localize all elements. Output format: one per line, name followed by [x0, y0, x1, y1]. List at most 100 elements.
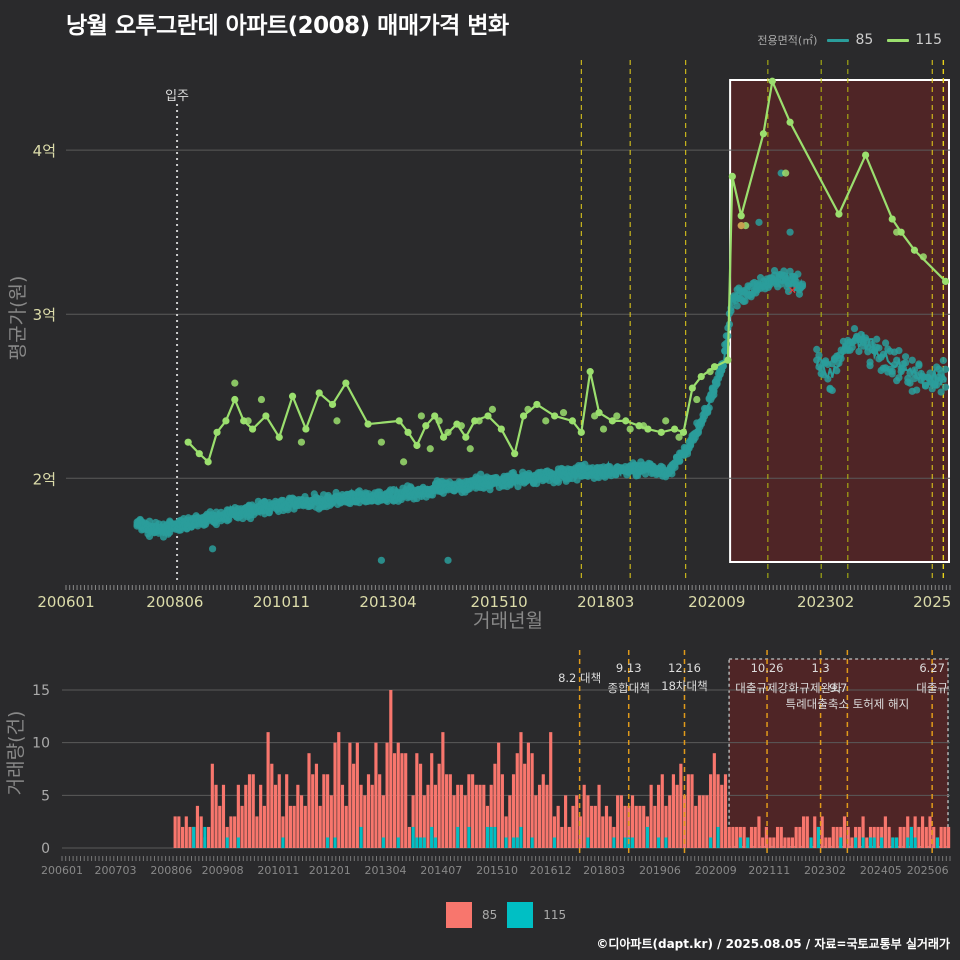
- bar-85: [307, 753, 311, 848]
- bar-85: [712, 753, 716, 848]
- bar-85: [679, 763, 683, 848]
- bar-85: [381, 795, 385, 848]
- series-85-point: [794, 270, 802, 278]
- bar-85: [831, 826, 835, 848]
- series-115-point: [559, 409, 568, 417]
- bar-x-tick-label: 201510: [476, 864, 518, 877]
- bar-y-tick-label: 5: [41, 788, 50, 804]
- bar-85: [593, 805, 597, 848]
- policy-label: 6.27: [919, 661, 945, 675]
- bar-115: [236, 837, 240, 848]
- x-tick-label: 200601: [37, 593, 94, 611]
- series-115-point: [626, 425, 634, 433]
- bar-x-tick-label: 201304: [365, 864, 407, 877]
- bar-85: [805, 816, 809, 848]
- series-85-point: [784, 287, 793, 296]
- bar-85: [590, 805, 594, 848]
- bar-85: [668, 795, 672, 848]
- bar-115: [645, 826, 649, 848]
- bar-85: [694, 805, 698, 848]
- bar-85: [221, 784, 226, 848]
- bar-85: [720, 784, 724, 848]
- bar-85: [586, 795, 590, 848]
- bar-85: [876, 826, 880, 848]
- bar-85: [288, 805, 292, 848]
- bar-85: [199, 816, 203, 848]
- bar-115: [586, 837, 590, 848]
- bar-85: [601, 816, 605, 848]
- bar-y-axis-title: 거래량(건): [5, 711, 27, 796]
- bar-y-tick-label: 15: [32, 683, 50, 699]
- bar-85: [779, 826, 783, 848]
- bar-85: [385, 742, 389, 848]
- x-axis-title: 거래년월: [473, 610, 543, 632]
- bar-85: [634, 805, 638, 848]
- bar-85: [883, 816, 887, 848]
- bar-85: [865, 837, 869, 848]
- bar-85: [214, 784, 218, 848]
- bar-85: [207, 826, 211, 848]
- bar-85: [322, 774, 326, 848]
- bar-85: [407, 826, 411, 848]
- bar-85: [233, 816, 237, 848]
- bar-85: [846, 826, 850, 848]
- bar-115: [203, 826, 207, 848]
- bar-115: [612, 837, 616, 848]
- marker-x: ×: [788, 284, 797, 297]
- bar-85: [478, 784, 482, 848]
- bar-x-tick-label: 201906: [639, 864, 681, 877]
- chart-title: 낭월 오투그란데 아파트(2008) 매매가격 변화: [66, 13, 509, 39]
- bar-85: [783, 837, 787, 848]
- bar-85: [761, 837, 765, 848]
- bottom-legend: 85 115: [446, 902, 566, 928]
- bar-85: [735, 826, 739, 848]
- bar-115: [664, 837, 668, 848]
- bar-85: [541, 774, 545, 848]
- series-115-point: [400, 458, 408, 466]
- bar-85: [285, 774, 289, 848]
- bar-85: [210, 763, 214, 848]
- bar-85: [430, 753, 434, 848]
- bar-115: [891, 837, 895, 848]
- bar-115: [418, 837, 423, 848]
- bar-x-tick-label: 202009: [695, 864, 737, 877]
- bar-85: [608, 816, 612, 848]
- policy-label: 12.16: [668, 661, 701, 675]
- series-115-point: [488, 405, 497, 413]
- bar-85: [597, 784, 601, 848]
- bar-85: [913, 816, 917, 848]
- bar-85: [582, 784, 586, 848]
- series-85-point: [444, 556, 452, 564]
- bar-85: [374, 742, 378, 848]
- series-85-point: [888, 367, 896, 375]
- bar-series: [173, 690, 951, 848]
- policy-label: 대출규제강화: [735, 681, 799, 695]
- bar-85: [716, 774, 720, 848]
- bar-85: [180, 826, 185, 848]
- bar-85: [660, 774, 664, 848]
- bar-85: [813, 816, 817, 848]
- bar-85: [177, 816, 181, 848]
- bar-115: [816, 826, 821, 848]
- bar-85: [675, 784, 679, 848]
- legend-85-swatch: [827, 38, 850, 42]
- bar-85: [173, 816, 177, 848]
- bar-85: [534, 795, 538, 848]
- bar-85: [445, 774, 449, 848]
- bar-85: [567, 826, 571, 848]
- bar-85: [850, 837, 854, 848]
- bar-85: [824, 837, 828, 848]
- bar-85: [244, 784, 248, 848]
- bar-85: [701, 795, 705, 848]
- bar-85: [630, 795, 635, 848]
- move-in-label: 입주: [165, 89, 189, 104]
- bar-85: [575, 795, 579, 848]
- bar-85: [467, 774, 471, 848]
- bar-85: [329, 795, 333, 848]
- bar-85: [616, 795, 620, 848]
- bar-115: [515, 837, 519, 848]
- bar-115: [809, 837, 813, 848]
- bar-85: [418, 763, 423, 848]
- series-85-point: [901, 359, 910, 367]
